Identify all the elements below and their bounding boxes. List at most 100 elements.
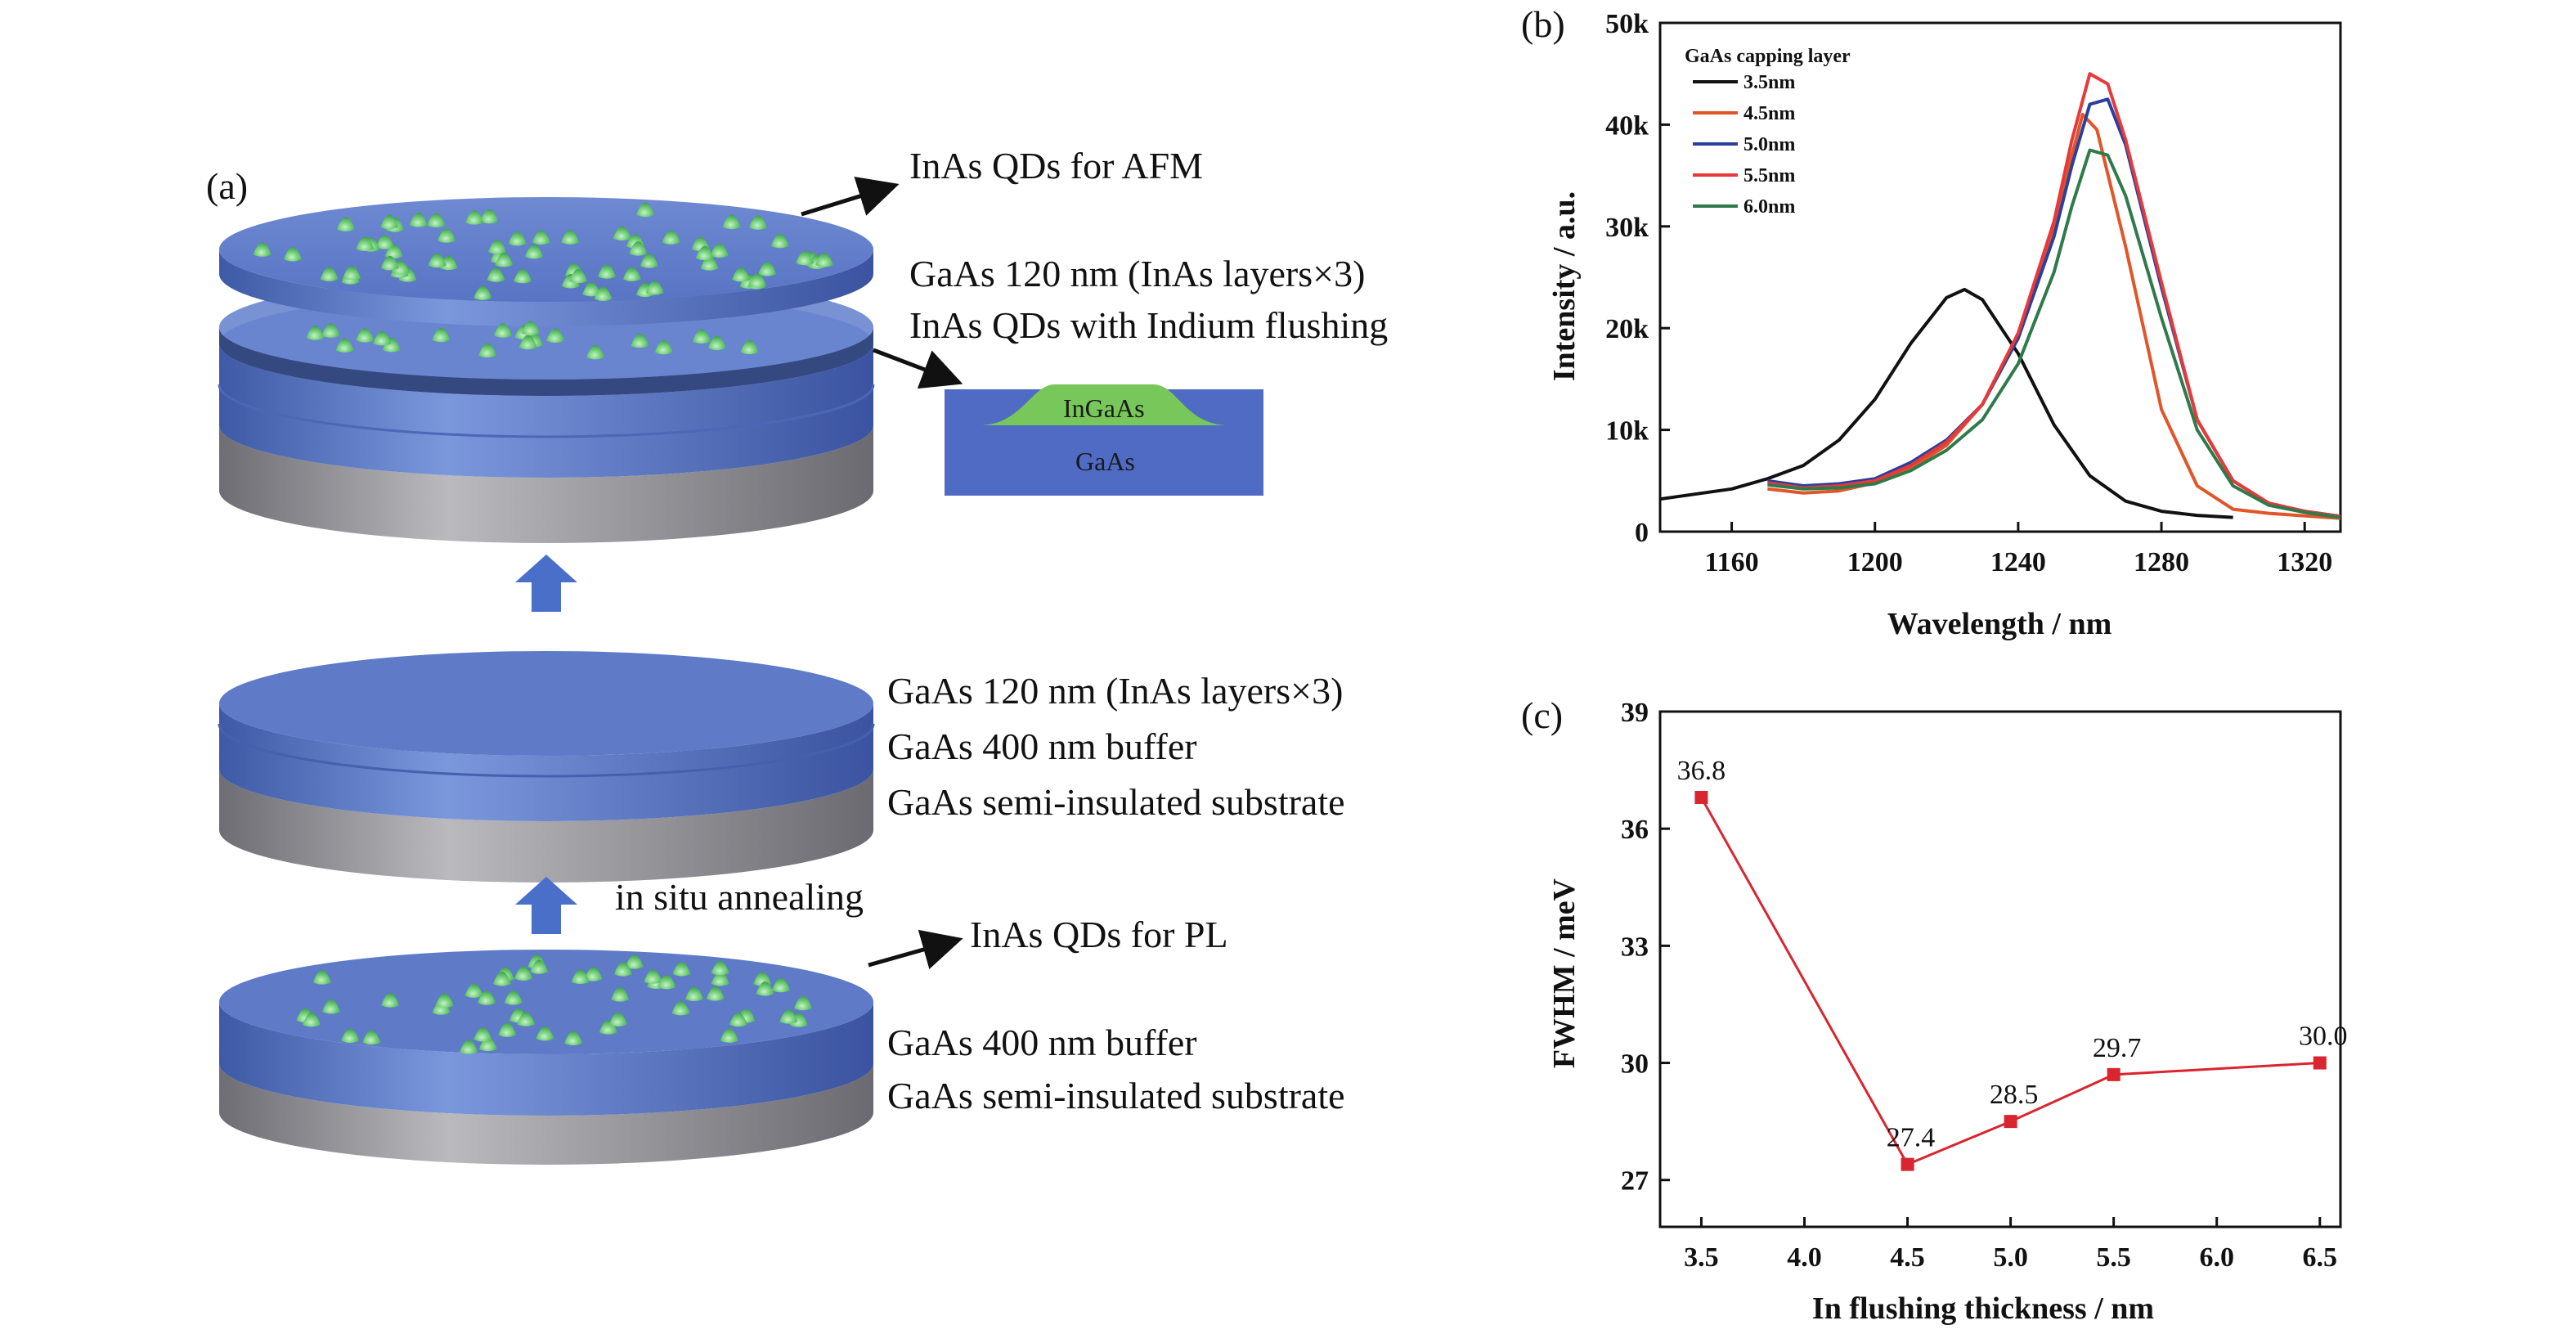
legend-title: GaAs capping layer xyxy=(1685,46,1851,67)
quantum-dot xyxy=(671,1000,690,1016)
quantum-dot xyxy=(582,281,601,297)
quantum-dot xyxy=(644,969,662,984)
quantum-dot xyxy=(465,210,484,225)
quantum-dot xyxy=(478,343,497,358)
quantum-dot xyxy=(720,1028,738,1043)
afm-qd-label: InAs QDs for AFM xyxy=(909,145,1203,186)
quantum-dot xyxy=(335,338,354,353)
flushing-layer-side xyxy=(219,327,873,396)
panel-c-ylabel: FWHM / meV xyxy=(1547,878,1582,1068)
quantum-dot xyxy=(312,970,331,985)
panel-c-chart: (c) FWHM / meV In flushing thickness / n… xyxy=(1521,694,2348,1326)
y-tick-label: 39 xyxy=(1621,698,1649,728)
series-line-4.5nm xyxy=(1767,113,2341,520)
pl-pointer-arrow xyxy=(868,929,963,969)
y-tick-label: 30k xyxy=(1605,213,1649,243)
quantum-dot xyxy=(758,262,777,276)
quantum-dot xyxy=(495,252,514,267)
quantum-dot xyxy=(657,974,676,990)
up-arrow-lower xyxy=(515,877,577,934)
quantum-dot xyxy=(514,966,533,981)
afm-pointer-arrow xyxy=(801,176,900,217)
middle-stack-buffer xyxy=(219,703,873,821)
middle-stack-line3: GaAs semi-insulated substrate xyxy=(887,781,1345,823)
top-stack-line2: InAs QDs with Indium flushing xyxy=(909,304,1388,346)
quantum-dot xyxy=(564,1031,583,1046)
quantum-dot xyxy=(380,255,399,271)
data-point xyxy=(2004,1115,2017,1129)
panel-b-tag: (b) xyxy=(1521,3,1565,45)
quantum-dot xyxy=(435,993,454,1008)
quantum-dot xyxy=(536,1026,554,1041)
quantum-dot xyxy=(710,243,729,258)
panel-b-legend: GaAs capping layer 3.5nm 4.5nm 5.0nm 5.5nm 6… xyxy=(1685,46,1851,218)
quantum-dot xyxy=(306,326,325,340)
quantum-dot xyxy=(493,971,512,986)
quantum-dot xyxy=(343,266,361,281)
quantum-dot xyxy=(654,339,673,355)
quantum-dot xyxy=(779,1009,798,1024)
data-label: 28.5 xyxy=(1990,1080,2039,1110)
quantum-dot xyxy=(796,250,815,266)
quantum-dot xyxy=(672,962,691,977)
quantum-dot xyxy=(613,226,631,241)
quantum-dot xyxy=(729,1012,748,1027)
inset-bottom-label: GaAs xyxy=(1075,447,1135,476)
quantum-dot xyxy=(695,245,714,261)
panel-a-tag: (a) xyxy=(206,165,248,207)
quantum-dot xyxy=(662,230,680,245)
quantum-dot xyxy=(815,253,833,267)
quantum-dot xyxy=(356,328,375,343)
bottom-wafer-stack xyxy=(219,950,873,1165)
bottom-stack-top xyxy=(219,950,873,1054)
top-stack-line1: GaAs 120 nm (InAs layers×3) xyxy=(909,253,1365,294)
x-tick-label: 6.5 xyxy=(2303,1242,2338,1273)
quantum-dot xyxy=(594,286,613,301)
x-tick-label: 4.0 xyxy=(1787,1242,1822,1273)
quantum-dot xyxy=(692,329,711,344)
quantum-dot xyxy=(381,993,400,1008)
quantum-dot xyxy=(611,987,630,1002)
x-tick-label: 4.5 xyxy=(1890,1242,1925,1273)
quantum-dot xyxy=(711,971,729,986)
quantum-dot xyxy=(322,999,341,1014)
panel-c-tag: (c) xyxy=(1521,694,1563,736)
plot-frame xyxy=(1658,710,2342,1228)
quantum-dot xyxy=(356,236,375,251)
panel-a: (a) InAs QDs for AFM GaAs 120 nm (InAs l… xyxy=(206,145,1388,1165)
quantum-dot xyxy=(629,241,648,256)
data-label: 27.4 xyxy=(1887,1123,1936,1153)
bottom-stack-line1: GaAs 400 nm buffer xyxy=(887,1022,1197,1063)
quantum-dot xyxy=(518,335,537,350)
quantum-dot xyxy=(409,213,428,227)
quantum-dot xyxy=(439,255,458,271)
quantum-dot xyxy=(525,244,544,259)
top-stack-substrate xyxy=(219,425,873,543)
afm-layer-side xyxy=(219,249,873,326)
quantum-dot xyxy=(341,1028,360,1043)
quantum-dot xyxy=(546,328,565,343)
quantum-dot xyxy=(432,327,451,343)
quantum-dot xyxy=(508,231,527,246)
quantum-dot xyxy=(488,240,507,254)
quantum-dot xyxy=(362,1030,381,1045)
quantum-dot xyxy=(521,321,540,335)
up-arrow-upper xyxy=(515,555,577,612)
quantum-dot xyxy=(645,280,664,295)
quantum-dot xyxy=(685,986,704,1002)
middle-stack-line1: GaAs 120 nm (InAs layers×3) xyxy=(887,670,1343,712)
quantum-dot xyxy=(584,967,603,981)
quantum-dot xyxy=(772,977,791,993)
quantum-dot xyxy=(732,267,751,282)
quantum-dot xyxy=(569,268,588,284)
y-tick-label: 30 xyxy=(1621,1049,1649,1080)
quantum-dot xyxy=(428,253,447,268)
x-tick-label: 1280 xyxy=(2134,547,2189,577)
quantum-dot xyxy=(793,995,812,1011)
quantum-dot xyxy=(321,323,340,338)
quantum-dot xyxy=(561,230,580,245)
quantum-dot xyxy=(380,214,399,230)
quantum-dot xyxy=(473,1027,492,1042)
panel-b-ylabel: Intensity / a.u. xyxy=(1547,191,1582,381)
bottom-stack-buffer xyxy=(219,1002,873,1116)
